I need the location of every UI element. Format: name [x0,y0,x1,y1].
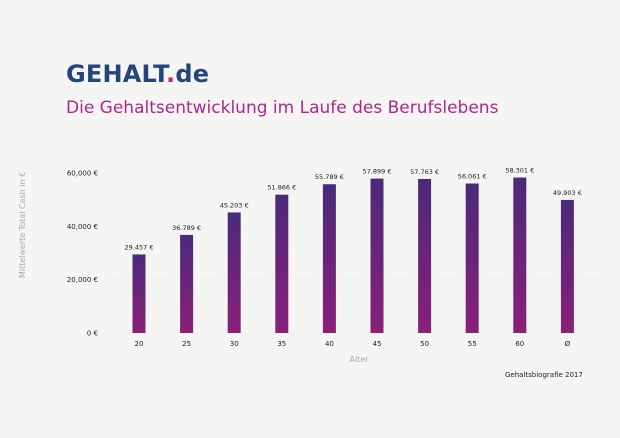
bar-40 [322,184,336,333]
logo-main: GEHALT [66,60,167,88]
y-axis-title: Mittelwerte Total Cash in € [18,172,27,278]
x-tick-label: 25 [182,340,191,348]
bar-35 [275,194,289,333]
value-label: 55.789 € [315,173,344,181]
logo: GEHALT.de [66,60,209,88]
logo-dot: . [166,60,176,88]
x-tick-label: Ø [565,340,571,348]
value-label: 36.789 € [172,224,201,232]
value-labels: 29.457 € 36.789 € 45.203 € 51.866 € 55.789 €… [125,167,582,252]
y-tick-label: 60,000 € [67,170,98,178]
value-label: 29.457 € [125,243,154,251]
x-tick-label: 50 [420,340,429,348]
bar-45 [370,178,384,333]
x-axis-title: Alter [349,355,369,364]
y-tick-label: 20,000 € [67,276,98,284]
source-note: Gehaltsbiografie 2017 [505,371,583,379]
y-tick-labels: 0 € 20,000 € 40,000 € 60,000 € [67,170,98,338]
bar-50 [418,178,432,333]
x-tick-label: 60 [515,340,524,348]
x-tick-label: 30 [230,340,239,348]
x-tick-label: 35 [277,340,286,348]
x-tick-label: 20 [135,340,144,348]
value-label: 45.203 € [220,201,249,209]
x-tick-label: 45 [373,340,382,348]
bar-25 [180,234,194,333]
bars [132,177,574,333]
chart-title: Die Gehaltsentwicklung im Laufe des Beru… [66,98,499,118]
value-label: 51.866 € [267,184,296,192]
x-tick-labels: 20 25 30 35 40 45 50 55 60 Ø [135,340,571,348]
bar-avg [560,199,574,333]
value-label: 58.301 € [505,167,534,175]
value-label: 49.903 € [553,189,582,197]
x-tick-label: 55 [468,340,477,348]
bar-20 [132,254,146,333]
value-label: 56.061 € [458,173,487,181]
bar-60 [513,177,527,333]
logo-tld: de [175,60,210,88]
bar-55 [465,183,479,333]
y-tick-label: 40,000 € [67,223,98,231]
value-label: 57.763 € [410,168,439,176]
value-label: 57.899 € [363,168,392,176]
y-tick-label: 0 € [87,330,98,338]
x-tick-label: 40 [325,340,334,348]
bar-30 [227,212,241,333]
